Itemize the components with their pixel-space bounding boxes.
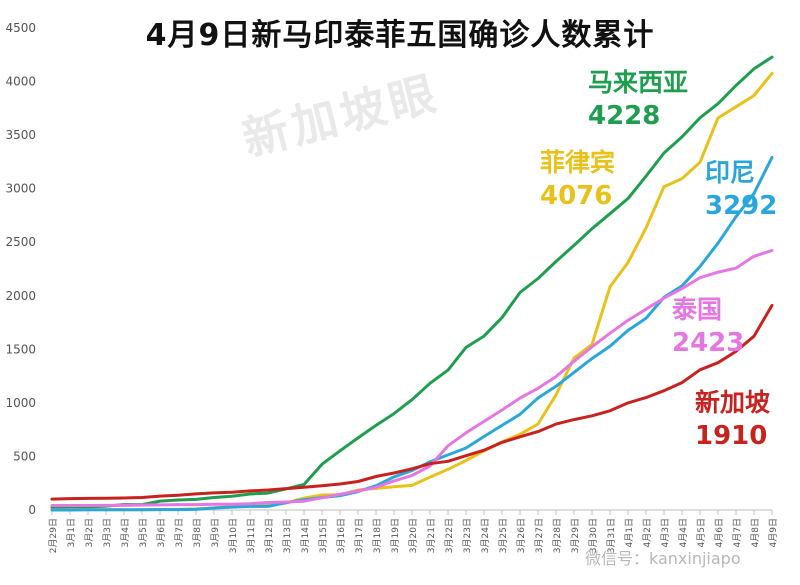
series-lines	[50, 55, 774, 512]
y-tick-label: 2000	[5, 289, 36, 303]
x-tick-label: 3月20日	[408, 518, 419, 553]
x-tick-label: 4月1日	[624, 518, 635, 547]
series-name-label: 菲律宾	[540, 148, 616, 177]
x-tick-label: 3月8日	[192, 518, 203, 547]
x-tick-label: 3月21日	[426, 518, 437, 553]
x-tick-label: 4月8日	[750, 518, 761, 547]
series-last-value-label: 4076	[540, 181, 613, 211]
series-last-value-label: 4228	[588, 101, 661, 131]
y-tick-label: 3500	[5, 128, 36, 142]
series-annotation-philippines: 菲律宾 4076	[540, 150, 615, 209]
x-tick-label: 4月5日	[696, 518, 707, 547]
footer-watermark: 微信号：kanxinjiapo	[585, 549, 741, 568]
series-line	[50, 55, 774, 509]
x-tick-label: 3月11日	[246, 518, 257, 553]
x-tick-label: 3月24日	[480, 518, 491, 553]
y-tick-label: 0	[28, 503, 36, 517]
x-axis: 2月29日 3月1日 3月2日 3月3日 3月4日 3月5日 3月6日 3月7日 3月8日 3月9…	[48, 509, 779, 553]
x-tick-label: 3月5日	[138, 518, 149, 547]
x-tick-label: 4月3日	[660, 518, 671, 547]
x-tick-label: 3月19日	[390, 518, 401, 553]
y-tick-label: 500	[13, 449, 36, 463]
x-tick-label: 4月7日	[732, 518, 743, 547]
series-annotation-indonesia: 印尼 3292	[705, 160, 777, 219]
x-tick-label: 4月9日	[768, 518, 779, 547]
y-tick-label: 4000	[5, 75, 36, 89]
x-tick-label: 3月17日	[354, 518, 365, 553]
x-tick-label: 3月29日	[570, 518, 581, 553]
x-tick-label: 3月1日	[66, 518, 77, 547]
x-tick-label: 3月3日	[102, 518, 113, 547]
y-tick-label: 1500	[5, 342, 36, 356]
x-tick-label: 3月10日	[228, 518, 239, 553]
series-name-label: 新加坡	[695, 388, 771, 417]
series-line	[50, 71, 774, 512]
series-annotation-malaysia: 马来西亚 4228	[588, 70, 688, 129]
x-tick-label: 3月18日	[372, 518, 383, 553]
y-tick-label: 4500	[5, 21, 36, 35]
series-name-label: 马来西亚	[588, 68, 689, 97]
y-tick-label: 1000	[5, 396, 36, 410]
x-tick-label: 4月4日	[678, 518, 689, 547]
x-tick-label: 3月27日	[534, 518, 545, 553]
x-tick-label: 3月22日	[444, 518, 455, 553]
x-tick-label: 3月30日	[588, 518, 599, 553]
series-line	[50, 303, 774, 501]
series-line	[50, 249, 774, 507]
x-tick-label: 4月6日	[714, 518, 725, 547]
x-tick-label: 3月2日	[84, 518, 95, 547]
x-tick-label: 3月23日	[462, 518, 473, 553]
x-tick-label: 3月16日	[336, 518, 347, 553]
x-tick-label: 3月14日	[300, 518, 311, 553]
x-tick-label: 4月2日	[642, 518, 653, 547]
x-tick-label: 3月31日	[606, 518, 617, 553]
y-tick-label: 3000	[5, 182, 36, 196]
x-tick-label: 3月12日	[264, 518, 275, 553]
x-tick-label: 2月29日	[48, 518, 59, 553]
series-annotation-singapore: 新加坡 1910	[695, 390, 770, 449]
x-tick-label: 3月15日	[318, 518, 329, 553]
x-tick-label: 3月7日	[174, 518, 185, 547]
x-tick-label: 3月6日	[156, 518, 167, 547]
series-last-value-label: 1910	[695, 421, 768, 451]
series-name-label: 泰国	[672, 295, 723, 324]
x-tick-label: 3月28日	[552, 518, 563, 553]
series-line	[50, 155, 774, 512]
series-name-label: 印尼	[705, 158, 756, 187]
series-last-value-label: 2423	[672, 328, 745, 358]
y-axis: 0 500 1000 1500 2000 2500 3000 3500 4000 4500	[5, 21, 36, 517]
x-tick-label: 3月26日	[516, 518, 527, 553]
series-last-value-label: 3292	[705, 191, 778, 221]
y-tick-label: 2500	[5, 235, 36, 249]
x-tick-label: 3月13日	[282, 518, 293, 553]
series-annotation-thailand: 泰国 2423	[672, 297, 744, 356]
chart-title: 4月9日新马印泰菲五国确诊人数累计	[145, 18, 655, 53]
x-tick-label: 3月25日	[498, 518, 509, 553]
x-tick-label: 3月4日	[120, 518, 131, 547]
x-tick-label: 3月9日	[210, 518, 221, 547]
